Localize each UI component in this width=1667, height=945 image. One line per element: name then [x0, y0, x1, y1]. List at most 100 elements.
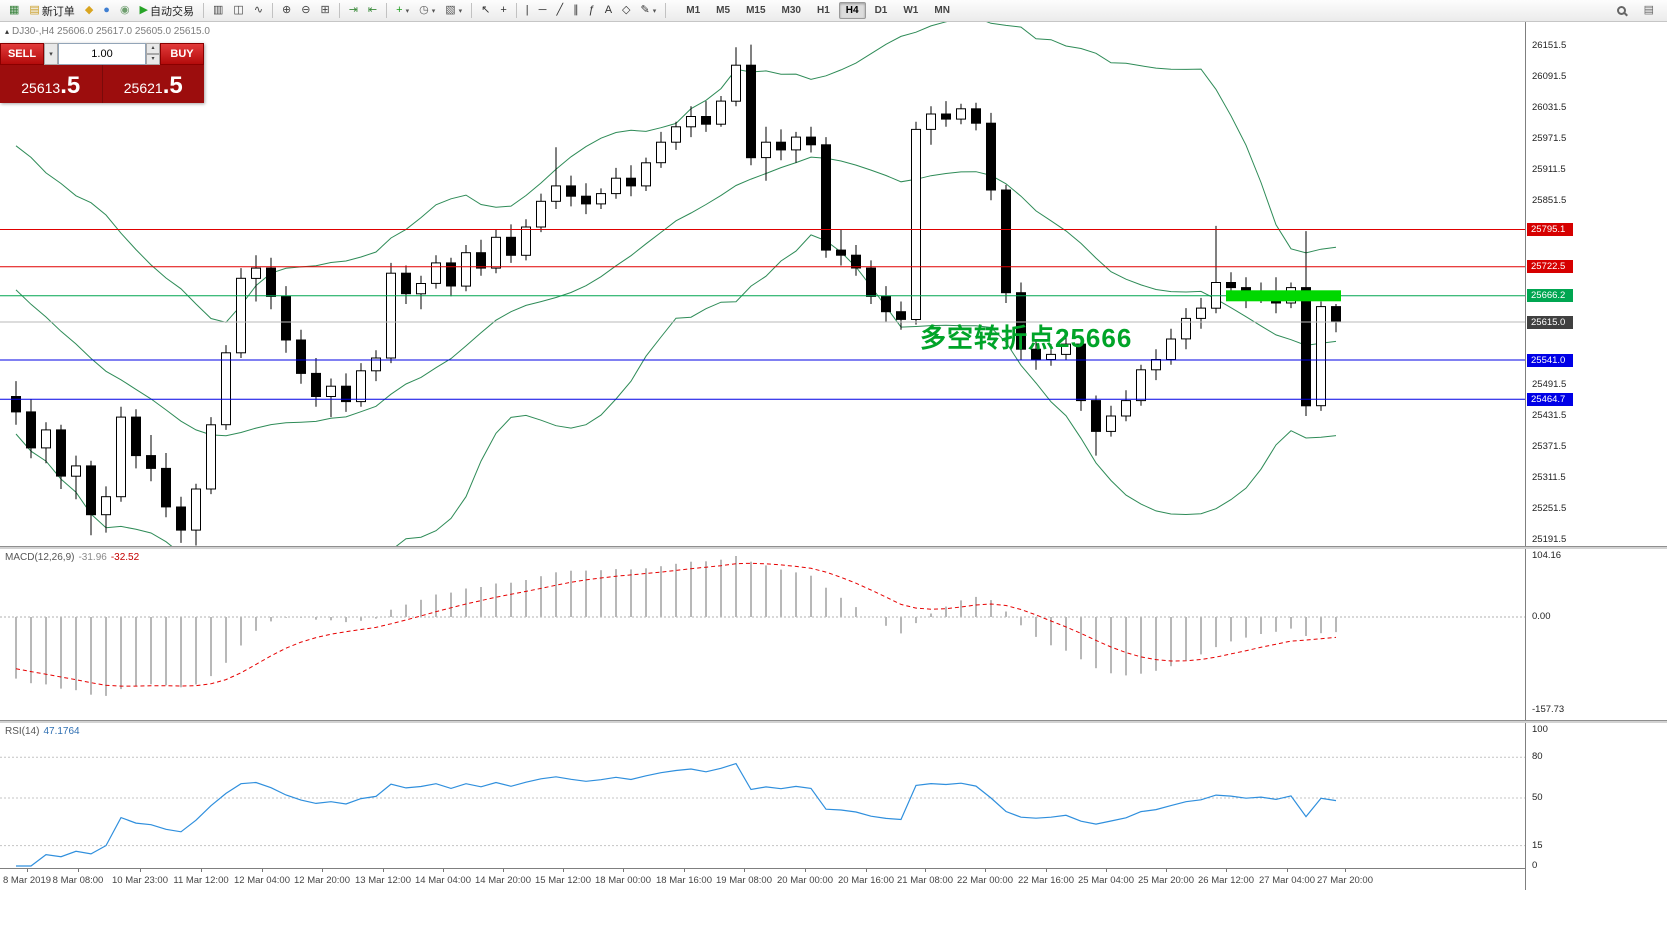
volume-spinner: ▴ ▾: [146, 43, 160, 65]
time-axis-label: 27 Mar 20:00: [1317, 875, 1373, 886]
vertical-line-button[interactable]: |: [522, 2, 533, 20]
line-chart-button[interactable]: ∿: [250, 2, 267, 20]
market-watch-button[interactable]: ●: [99, 2, 114, 20]
auto-trading-button[interactable]: ▶ 自动交易: [136, 2, 198, 20]
trendline-icon: ╱: [556, 4, 564, 16]
time-axis-label: 25 Mar 04:00: [1078, 875, 1134, 886]
sell-button[interactable]: SELL: [0, 43, 44, 65]
volume-decrease-button[interactable]: ▾: [146, 54, 160, 65]
fibonacci-icon: ƒ: [588, 4, 595, 16]
horizontal-line-button[interactable]: ─: [535, 2, 551, 20]
macd-canvas[interactable]: [0, 549, 1525, 720]
highlight-bar[interactable]: [1226, 290, 1341, 302]
quick-panel-button[interactable]: ▤: [1640, 2, 1658, 20]
time-axis-label: 21 Mar 08:00: [897, 875, 953, 886]
zoom-in-button[interactable]: ⊕: [278, 2, 295, 20]
timeframe-button-m5[interactable]: M5: [716, 5, 731, 16]
timeframe-button-m1[interactable]: M1: [686, 5, 701, 16]
main-chart-panel: ▴ DJ30-,H4 25606.0 25617.0 25605.0 25615.…: [0, 22, 1525, 546]
time-axis-tick: [322, 869, 323, 872]
crosshair-button[interactable]: +: [496, 2, 510, 20]
trendline-button[interactable]: ╱: [552, 2, 567, 20]
vertical-line-icon: |: [525, 4, 529, 16]
text-button[interactable]: A: [601, 2, 616, 20]
timeframe-button-h4[interactable]: H4: [838, 2, 866, 19]
time-axis-label: 22 Mar 16:00: [1018, 875, 1074, 886]
zoom-out-button[interactable]: ⊖: [297, 2, 314, 20]
template-button[interactable]: ▧ ▾: [441, 2, 466, 20]
arrows-button[interactable]: ◇: [618, 2, 634, 20]
period-button[interactable]: ◷ ▾: [415, 2, 439, 20]
sell-price-display[interactable]: 25613.5: [0, 65, 103, 103]
toolbar-separator: [665, 3, 667, 18]
candles-layer: [11, 44, 1341, 546]
cursor-button[interactable]: ↖: [477, 2, 494, 20]
time-axis-tick: [201, 869, 202, 872]
price-axis: 25191.5 25251.5 25311.5 25371.5 25431.5 25491…: [1525, 22, 1667, 890]
rsi-canvas[interactable]: [0, 723, 1525, 868]
macd-label: MACD(12,26,9) -31.96 -32.52: [5, 552, 139, 563]
chevron-down-icon: ▾: [652, 7, 657, 15]
time-axis-label: 18 Mar 16:00: [656, 875, 712, 886]
data-window-button[interactable]: ◉: [116, 2, 134, 20]
main-chart-canvas[interactable]: [0, 22, 1525, 546]
bollinger-upper-line: [15, 22, 1337, 323]
bar-chart-button[interactable]: ▥: [209, 2, 227, 20]
tile-windows-button[interactable]: ⊞: [316, 2, 333, 20]
fibonacci-button[interactable]: ƒ: [585, 2, 599, 20]
new-order-icon: ▤: [29, 4, 40, 16]
symbol-info-text: DJ30-,H4 25606.0 25617.0 25605.0 25615.0: [12, 26, 210, 37]
period-icon: ◷: [419, 4, 429, 16]
add-indicator-button[interactable]: + ▾: [392, 2, 413, 20]
macd-axis-label: 0.00: [1532, 611, 1551, 622]
search-button[interactable]: [1613, 2, 1630, 20]
panel-splitter[interactable]: [0, 720, 1667, 723]
chart-shift-icon: ⇤: [367, 4, 378, 16]
price-axis-label: 25371.5: [1532, 441, 1567, 453]
profiles-button[interactable]: ◆: [81, 2, 97, 20]
rsi-title: RSI(14): [5, 726, 40, 737]
price-axis-label: 25851.5: [1532, 194, 1567, 206]
volume-increase-button[interactable]: ▴: [146, 43, 160, 54]
line-chart-icon: ∿: [253, 4, 264, 16]
chevron-down-icon: ▾: [405, 7, 410, 15]
bollinger-middle-line: [15, 156, 1337, 437]
chart-shift-button[interactable]: ⇤: [364, 2, 381, 20]
timeframe-button-d1[interactable]: D1: [874, 5, 888, 16]
time-axis-label: 12 Mar 20:00: [294, 875, 350, 886]
toolbar-separator: [203, 3, 205, 18]
candlestick-chart-button[interactable]: ◫: [229, 2, 247, 20]
horizontal-line-icon: ─: [538, 4, 547, 16]
buy-price-display[interactable]: 25621.5: [103, 65, 205, 103]
shapes-button[interactable]: ✎ ▾: [637, 2, 661, 20]
timeframe-button-m30[interactable]: M30: [781, 5, 801, 16]
timeframe-button-m15[interactable]: M15: [746, 5, 766, 16]
timeframe-button-mn[interactable]: MN: [934, 5, 950, 16]
toolbar-separator: [515, 3, 517, 18]
time-axis-tick: [744, 869, 745, 872]
channel-icon: ∥: [573, 4, 579, 16]
buy-button[interactable]: BUY: [160, 43, 204, 65]
cursor-icon: ↖: [481, 4, 491, 16]
time-axis-tick: [1106, 869, 1107, 872]
volume-input[interactable]: [58, 43, 146, 65]
new-chart-button[interactable]: ▦: [5, 2, 23, 20]
sell-price-main: 25613: [21, 79, 61, 96]
price-axis-label: 26091.5: [1532, 71, 1567, 83]
template-icon: ▧: [445, 4, 456, 16]
time-axis-tick: [1046, 869, 1047, 872]
new-order-button[interactable]: ▤ 新订单: [25, 2, 78, 20]
timeframe-button-w1[interactable]: W1: [903, 5, 919, 16]
time-axis-tick: [262, 869, 263, 872]
macd-panel: MACD(12,26,9) -31.96 -32.52: [0, 549, 1525, 720]
auto-scroll-button[interactable]: ⇥: [345, 2, 362, 20]
volume-dropdown-button[interactable]: ▾: [44, 43, 58, 65]
time-axis-tick: [985, 869, 986, 872]
panel-splitter[interactable]: [0, 546, 1667, 549]
time-axis-tick: [1345, 869, 1346, 872]
one-click-trading-panel: SELL ▾ ▴ ▾ BUY 25613.5 25621.5: [0, 43, 204, 103]
timeframe-button-h1[interactable]: H1: [816, 5, 830, 16]
toolbar-buttons: ▦ ▤ 新订单 ◆ ● ◉ ▶ 自动交易 ▥ ◫ ∿ ⊕ ⊖ ⊞ ⇥ ⇤ + ▾ ◷ ▾ ▧ ▾ ↖ + | ─ ╱ ∥ ƒ A ◇ ✎ ▾ M1…: [4, 0, 958, 22]
time-axis-tick: [140, 869, 141, 872]
channel-button[interactable]: ∥: [569, 2, 583, 20]
